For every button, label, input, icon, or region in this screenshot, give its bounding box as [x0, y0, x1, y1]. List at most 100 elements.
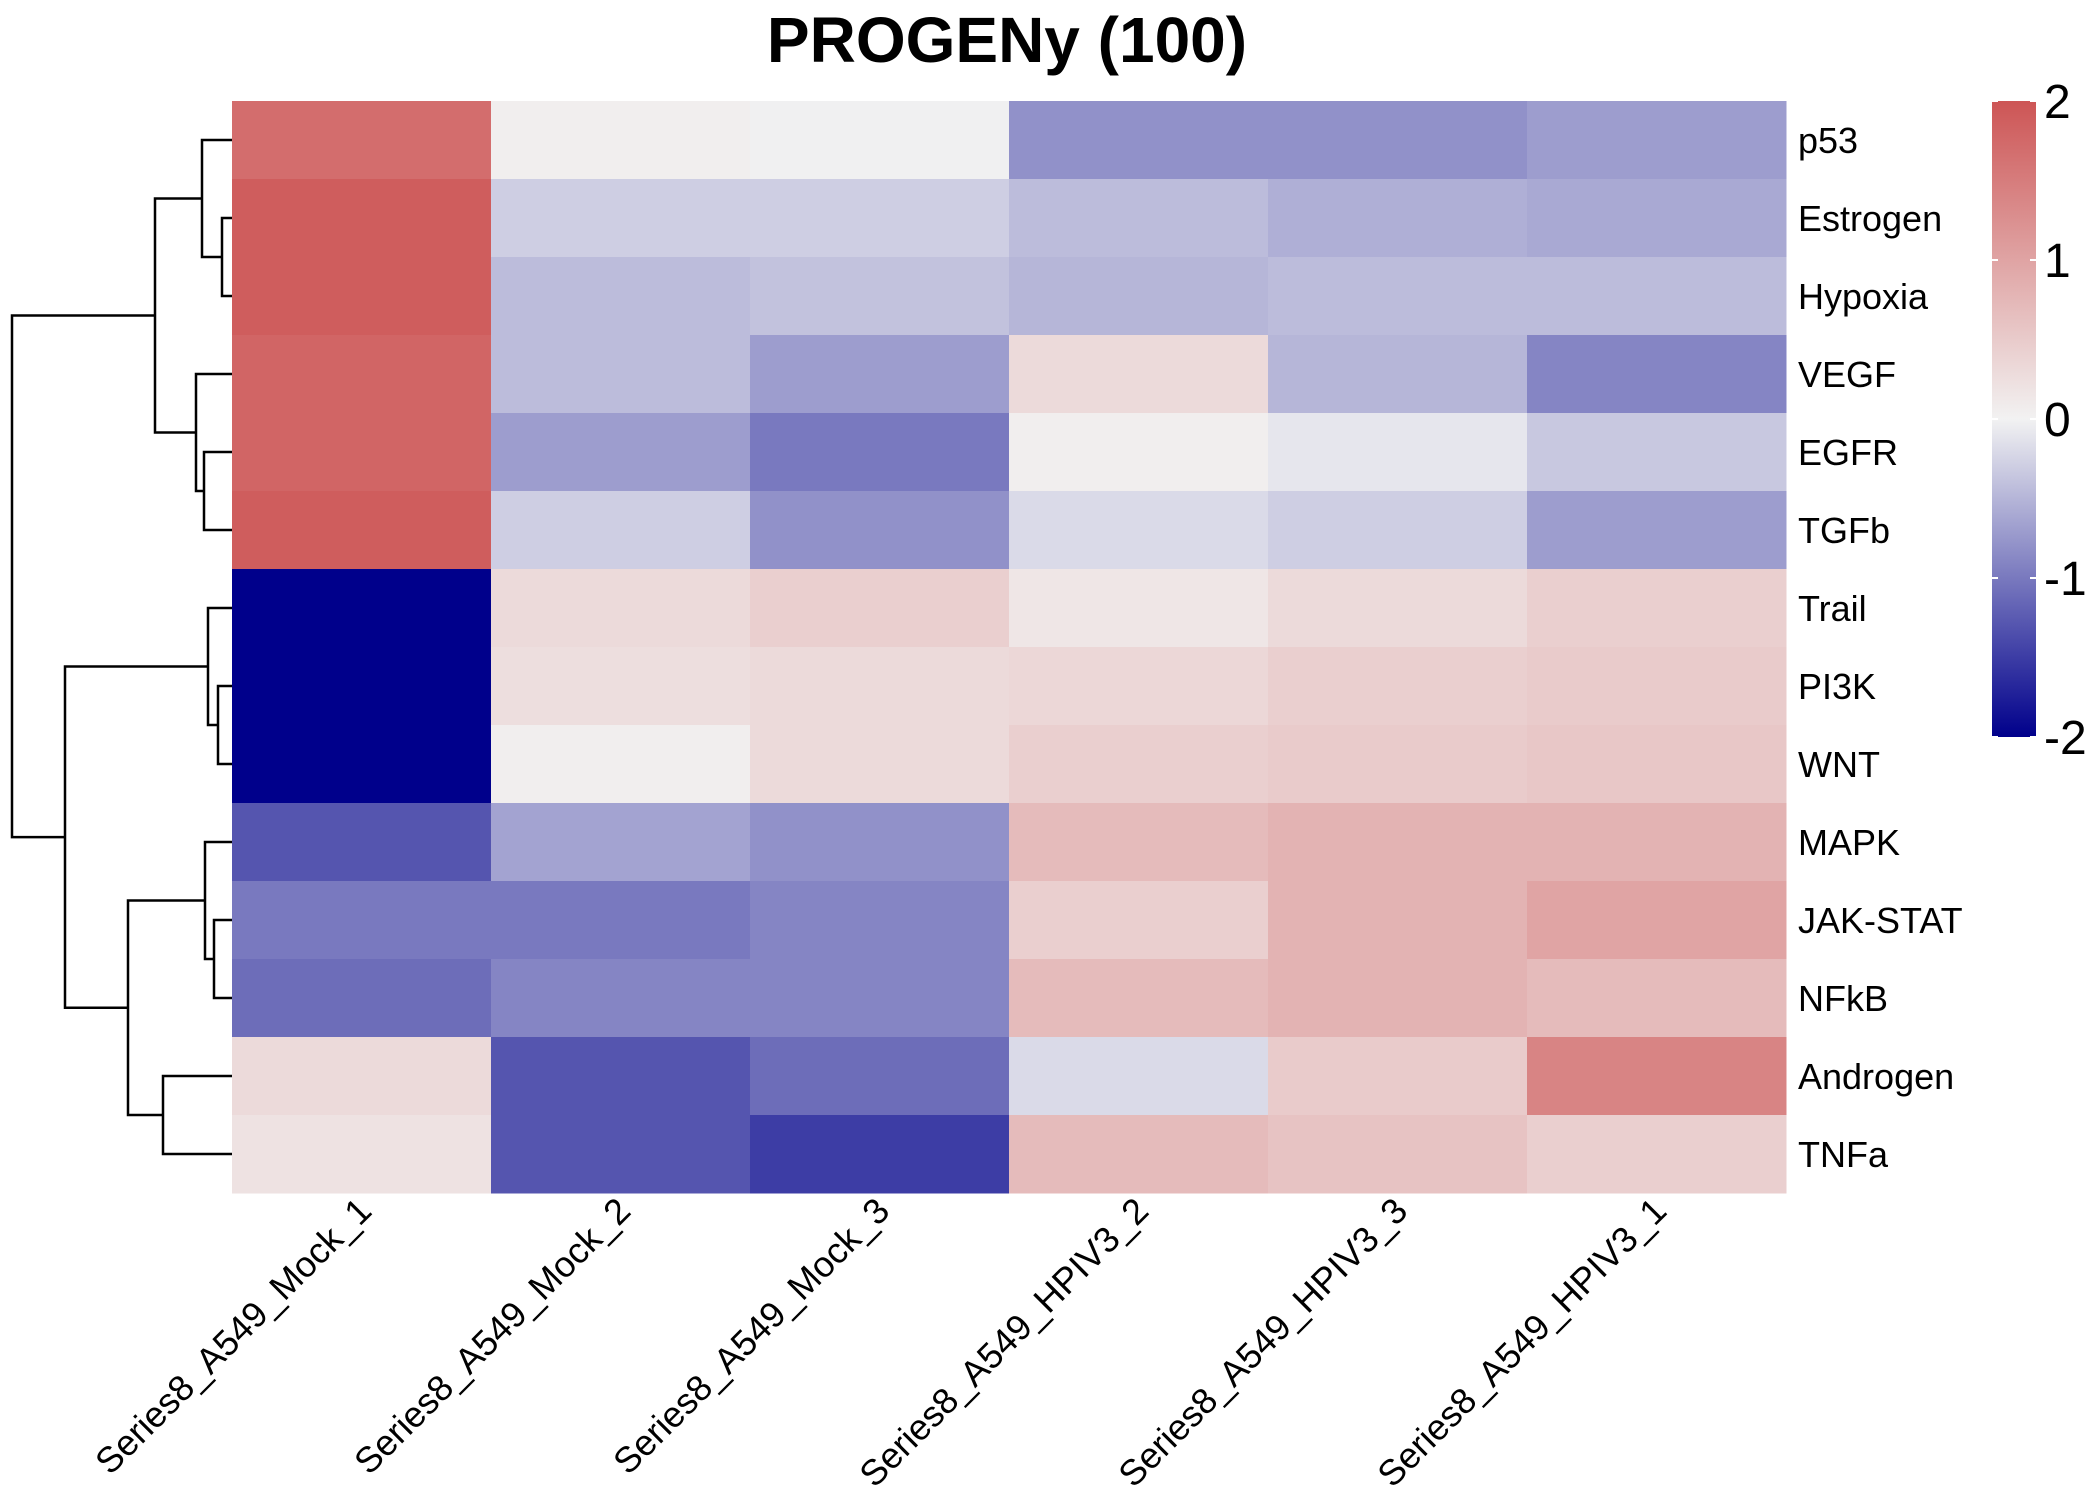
heatmap-cell	[1009, 1115, 1269, 1194]
heatmap-cell	[491, 257, 751, 336]
column-label: Series8_A549_Mock_2	[346, 1190, 638, 1482]
heatmap-cell	[1268, 803, 1528, 882]
heatmap-cell	[750, 413, 1010, 492]
dendrogram-branch	[212, 918, 232, 1000]
heatmap-cell	[1009, 569, 1269, 648]
heatmap-cell	[1009, 959, 1269, 1038]
heatmap-cell	[750, 881, 1010, 960]
heatmap-cell	[1527, 335, 1787, 414]
dendrogram-branch	[220, 216, 232, 298]
heatmap-cell	[491, 725, 751, 804]
dendrogram-branch	[216, 684, 232, 766]
colorbar-tick-label: 1	[2044, 235, 2071, 288]
heatmap-cell	[750, 959, 1010, 1038]
dendrogram-branch	[206, 606, 232, 727]
heatmap-cell	[750, 569, 1010, 648]
heatmap-cell	[1009, 1037, 1269, 1116]
heatmap-cell	[1268, 335, 1528, 414]
column-labels: Series8_A549_Mock_1Series8_A549_Mock_2Se…	[87, 1190, 1674, 1495]
row-label: WNT	[1798, 744, 1880, 785]
dendrogram-branch	[194, 372, 232, 493]
heatmap-cell	[1268, 491, 1528, 570]
heatmap-cell	[750, 803, 1010, 882]
heatmap-cell	[491, 335, 751, 414]
heatmap-cell	[1268, 569, 1528, 648]
heatmap-cell	[1527, 959, 1787, 1038]
dendrogram-branch	[161, 1074, 232, 1156]
row-label: Trail	[1798, 588, 1867, 629]
colorbar-tick-label: -1	[2044, 553, 2087, 606]
heatmap-cell	[1009, 335, 1269, 414]
row-label: Androgen	[1798, 1056, 1954, 1097]
heatmap-cell	[232, 1037, 492, 1116]
column-label: Series8_A549_HPIV3_3	[1110, 1190, 1415, 1495]
heatmap-cell	[491, 101, 751, 180]
heatmap-cell	[1009, 179, 1269, 258]
colorbar-tick-label: 2	[2044, 76, 2071, 129]
heatmap-cell	[1527, 725, 1787, 804]
heatmap-cell	[491, 959, 751, 1038]
heatmap-cell	[1527, 1037, 1787, 1116]
row-label: MAPK	[1798, 822, 1900, 863]
row-label: TNFa	[1798, 1134, 1889, 1175]
heatmap-cell	[750, 647, 1010, 726]
dendrogram-branch	[203, 840, 232, 961]
heatmap-cell	[1527, 413, 1787, 492]
column-label: Series8_A549_Mock_1	[87, 1190, 379, 1482]
heatmap-cell	[1268, 413, 1528, 492]
heatmap-cell	[1009, 257, 1269, 336]
heatmap-cell	[1527, 803, 1787, 882]
heatmap-cell	[491, 1037, 751, 1116]
heatmap-cell	[750, 725, 1010, 804]
heatmap-cell	[750, 1037, 1010, 1116]
heatmap-cell	[1268, 1037, 1528, 1116]
heatmap-cell	[491, 491, 751, 570]
heatmap-cell	[491, 881, 751, 960]
heatmap-cell	[1268, 1115, 1528, 1194]
heatmap-cell	[491, 647, 751, 726]
row-label: EGFR	[1798, 432, 1898, 473]
heatmap-cell	[750, 257, 1010, 336]
heatmap-cell	[1527, 257, 1787, 336]
heatmap-cell	[1268, 881, 1528, 960]
heatmap-cell	[491, 803, 751, 882]
heatmap-cell	[491, 179, 751, 258]
heatmap-cell	[1527, 569, 1787, 648]
heatmap-cell	[1268, 647, 1528, 726]
dendrogram-branch	[200, 138, 232, 259]
column-label: Series8_A549_HPIV3_2	[851, 1190, 1156, 1495]
column-label: Series8_A549_Mock_3	[605, 1190, 897, 1482]
heatmap-cell	[491, 1115, 751, 1194]
heatmap-cell	[232, 881, 492, 960]
heatmap-cell	[1009, 725, 1269, 804]
heatmap-cell	[1268, 959, 1528, 1038]
heatmap-cell	[1009, 647, 1269, 726]
heatmap-cell	[750, 335, 1010, 414]
heatmap-cell	[750, 179, 1010, 258]
heatmap-cell	[232, 491, 492, 570]
heatmap-cell	[750, 101, 1010, 180]
dendrogram-branch	[202, 450, 232, 532]
heatmap-cell	[232, 569, 492, 648]
row-labels: p53 Estrogen Hypoxia VEGF EGFR TGFb Trail PI3K W…	[1798, 120, 1963, 1175]
heatmap-cell	[1527, 647, 1787, 726]
heatmap-cell	[1009, 413, 1269, 492]
heatmap-cell	[232, 335, 492, 414]
row-label: JAK-STAT	[1798, 900, 1963, 941]
heatmap-cell	[750, 491, 1010, 570]
heatmap-cell	[750, 1115, 1010, 1194]
heatmap-cell	[232, 257, 492, 336]
heatmap-cell	[1268, 101, 1528, 180]
heatmap-cell	[1009, 803, 1269, 882]
heatmap-cell	[1527, 881, 1787, 960]
heatmap-cell	[232, 725, 492, 804]
row-label: TGFb	[1798, 510, 1890, 551]
row-label: Hypoxia	[1798, 276, 1929, 317]
heatmap-cell	[1527, 179, 1787, 258]
row-label: Estrogen	[1798, 198, 1942, 239]
heatmap-cell	[1009, 101, 1269, 180]
heatmap-cell	[1527, 101, 1787, 180]
heatmap-cell	[232, 179, 492, 258]
